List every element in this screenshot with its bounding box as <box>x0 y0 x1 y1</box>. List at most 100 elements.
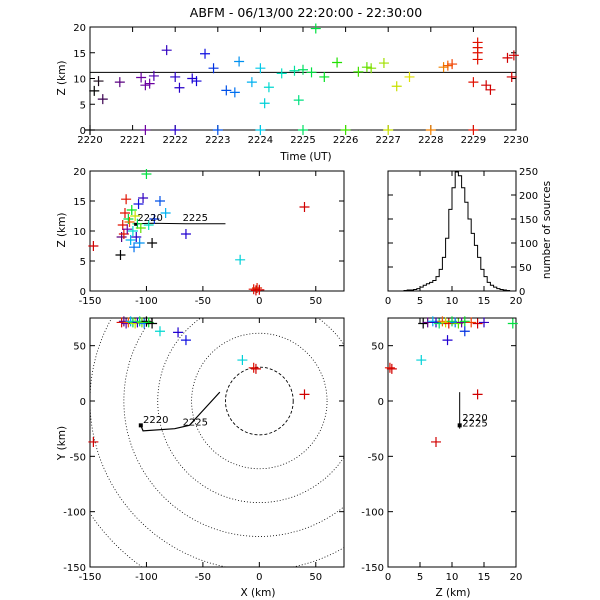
y-tick-label: 150 <box>519 215 538 226</box>
source-point <box>468 125 479 135</box>
source-point <box>180 335 191 346</box>
source-point <box>134 238 145 248</box>
source-point <box>235 254 246 265</box>
source-point <box>425 125 436 135</box>
source-point <box>340 125 351 135</box>
source-point <box>221 85 232 96</box>
figure-title: ABFM - 06/13/00 22:20:00 - 22:30:00 <box>190 5 422 20</box>
source-point <box>431 436 441 447</box>
time-height-ylabel: Z (km) <box>56 60 68 95</box>
source-point <box>289 65 300 76</box>
y-tick-label: -50 <box>70 452 86 463</box>
x-tick-label: 2225 <box>290 135 315 146</box>
y-tick-label: 250 <box>519 167 538 178</box>
source-point <box>212 125 223 135</box>
x-tick-label: 0 <box>256 296 262 307</box>
plan-xlabel: X (km) <box>240 587 275 599</box>
source-point <box>141 316 152 327</box>
source-point <box>263 82 274 93</box>
source-point <box>298 64 308 75</box>
xz-ylabel: Z (km) <box>56 212 68 247</box>
track-marker <box>138 423 143 428</box>
source-point <box>472 318 483 329</box>
source-point <box>416 355 427 366</box>
track-marker <box>134 222 138 226</box>
source-point <box>298 125 308 135</box>
y-tick-label: 0 <box>80 397 86 408</box>
source-point <box>442 60 453 71</box>
source-point <box>144 78 155 89</box>
storm-track-line <box>135 222 226 225</box>
y-tick-label: 100 <box>519 239 538 250</box>
source-point <box>361 62 372 73</box>
source-point <box>148 70 159 81</box>
y-tick-label: 0 <box>519 287 525 298</box>
x-tick-label: 15 <box>478 296 491 307</box>
source-point <box>143 220 154 230</box>
x-tick-label: 2229 <box>461 135 486 146</box>
source-point <box>93 76 104 87</box>
source-point <box>130 318 141 329</box>
source-point <box>97 94 108 105</box>
x-tick-label: 20 <box>510 572 523 583</box>
y-tick-label: 0 <box>80 287 86 298</box>
source-point <box>246 77 257 88</box>
y-tick-label: 200 <box>519 191 538 202</box>
y-tick-label: 5 <box>80 100 86 111</box>
source-point <box>468 77 479 88</box>
source-point <box>140 80 151 91</box>
source-point <box>299 389 310 400</box>
source-point <box>170 71 181 82</box>
y-tick-label: 20 <box>73 167 86 178</box>
track-label-start: 2220 <box>137 213 162 224</box>
source-point <box>125 316 136 327</box>
source-point <box>442 335 453 346</box>
x-tick-label: 2230 <box>503 135 528 146</box>
plan-ylabel: Y (km) <box>56 426 68 461</box>
x-tick-label: 2228 <box>418 135 443 146</box>
y-tick-label: 15 <box>73 49 86 60</box>
source-point <box>384 362 395 373</box>
x-tick-label: -100 <box>135 572 158 583</box>
source-point <box>147 238 158 248</box>
x-tick-label: 0 <box>385 572 391 583</box>
x-tick-label: 10 <box>446 572 459 583</box>
source-point <box>129 242 140 253</box>
y-tick-label: -100 <box>361 508 384 519</box>
source-point <box>485 84 496 95</box>
range-ring <box>191 332 328 470</box>
range-ring <box>90 512 143 567</box>
source-point <box>353 66 364 77</box>
x-tick-label: 20 <box>510 296 523 307</box>
source-point <box>140 125 151 135</box>
source-point <box>187 73 198 84</box>
source-point <box>170 125 181 135</box>
x-tick-label: 2223 <box>205 135 230 146</box>
zy-xlabel: Z (km) <box>435 587 470 599</box>
source-point <box>125 235 136 245</box>
source-point <box>248 362 259 373</box>
source-point <box>136 72 147 83</box>
source-point <box>88 436 99 447</box>
source-point <box>276 68 287 79</box>
track-label-end: 2225 <box>183 417 208 428</box>
x-tick-label: 2227 <box>375 135 400 146</box>
source-point <box>126 205 137 215</box>
panel-frame <box>387 317 517 568</box>
source-point <box>89 85 100 96</box>
source-point <box>310 23 321 34</box>
source-point <box>383 125 394 135</box>
source-point <box>438 62 449 73</box>
y-tick-label: 20 <box>73 23 86 34</box>
track-label-end: 2225 <box>462 418 487 429</box>
source-point <box>404 71 415 82</box>
source-point <box>472 389 483 400</box>
x-tick-label: -50 <box>195 572 211 583</box>
y-tick-label: -150 <box>361 563 384 574</box>
source-point <box>127 226 138 236</box>
source-point <box>508 50 519 61</box>
storm-track-line <box>140 391 221 432</box>
